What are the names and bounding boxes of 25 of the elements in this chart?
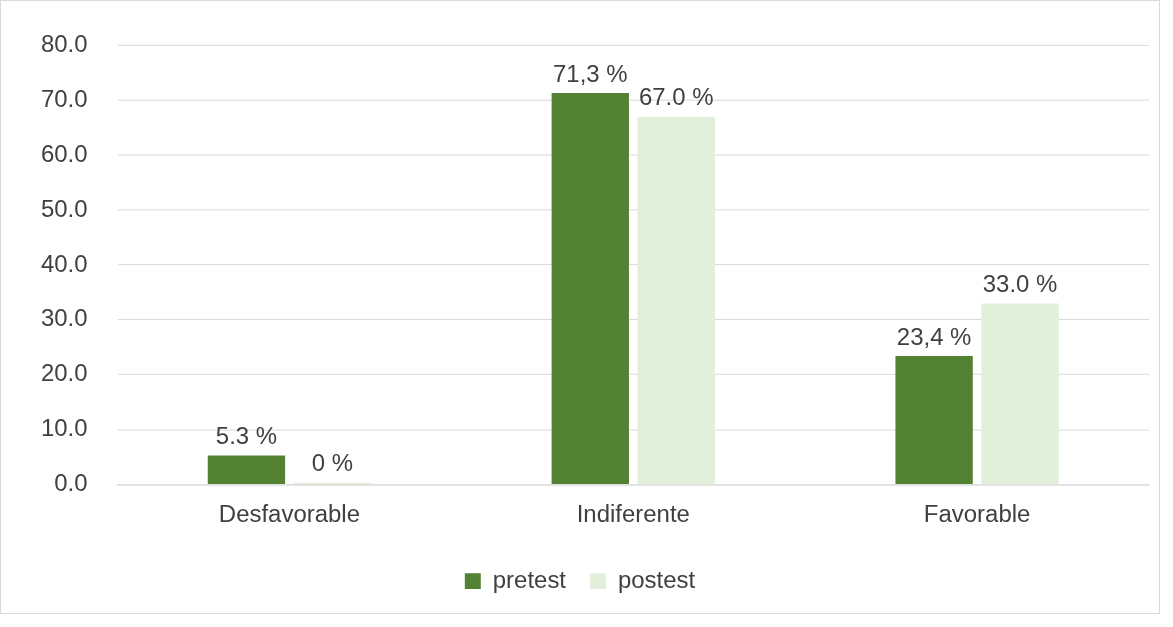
data-label: 5.3 %	[215, 422, 278, 450]
y-tick-label: 20.0	[40, 359, 88, 387]
data-label: 23,4 %	[896, 322, 972, 350]
data-label: 0 %	[311, 449, 354, 477]
data-label: 71,3 %	[552, 59, 628, 87]
legend-label: pretest	[492, 565, 567, 593]
bar	[207, 455, 286, 485]
bar	[637, 116, 715, 485]
y-tick-label: 80.0	[40, 29, 88, 57]
y-tick-label: 0.0	[54, 469, 88, 497]
y-tick-label: 30.0	[40, 304, 88, 332]
legend-label: postest	[617, 565, 696, 593]
y-tick-label: 70.0	[40, 84, 88, 112]
x-tick-label: Desfavorable	[218, 499, 361, 527]
bar	[981, 303, 1059, 485]
y-tick-label: 10.0	[40, 414, 88, 442]
bar	[551, 93, 629, 485]
y-tick-label: 60.0	[40, 139, 88, 167]
bar	[895, 356, 973, 485]
data-label: 33.0 %	[982, 270, 1058, 298]
y-tick-label: 40.0	[40, 249, 88, 277]
data-label: 67.0 %	[638, 83, 714, 111]
x-tick-label: Favorable	[923, 499, 1031, 527]
y-tick-label: 50.0	[40, 194, 88, 222]
x-tick-label: Indiferente	[576, 499, 690, 527]
